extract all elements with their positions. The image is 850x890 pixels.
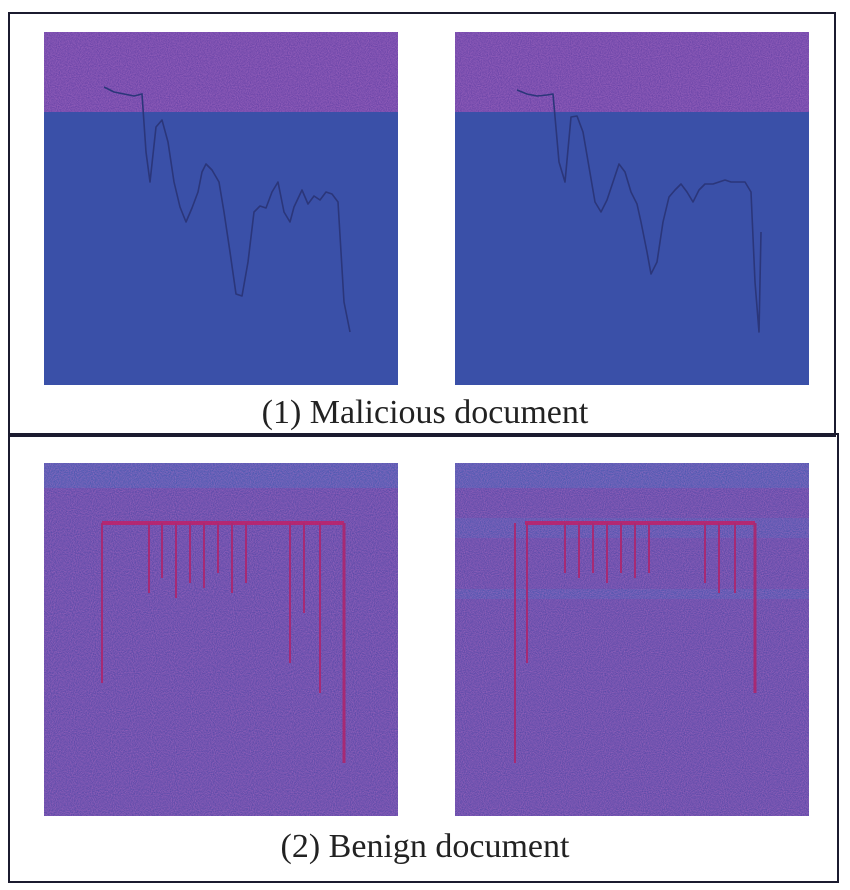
malicious-panel-frame [8,12,836,437]
malicious-image-1 [44,32,398,385]
malicious-image-2 [455,32,809,385]
benign-panel-frame [8,433,839,883]
benign-image-2 [455,463,809,816]
benign-image-1 [44,463,398,816]
benign-caption: (2) Benign document [280,828,570,865]
malicious-caption: (1) Malicious document [261,394,589,431]
